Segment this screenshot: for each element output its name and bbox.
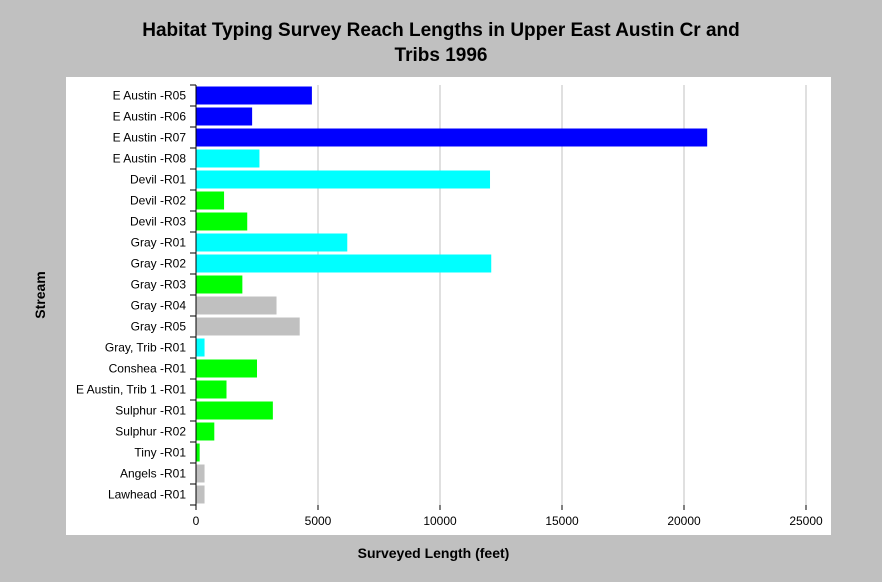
y-axis-label: Stream	[32, 271, 48, 318]
bar-4	[196, 170, 491, 189]
x-tick-label-0: 0	[193, 514, 200, 528]
y-tick-label-3: E Austin -R08	[113, 152, 187, 166]
x-tick-label-4: 20000	[667, 514, 701, 528]
bar-12	[196, 338, 205, 357]
bar-10	[196, 296, 277, 315]
bar-17	[196, 443, 200, 462]
chart-title: Habitat Typing Survey Reach Lengths in U…	[0, 18, 882, 68]
x-axis: 0 5000 10000 15000 20000 25000	[193, 505, 823, 528]
y-tick-label-17: Tiny -R01	[134, 446, 186, 460]
y-tick-label-7: Gray -R01	[131, 236, 187, 250]
x-tick-label-2: 10000	[423, 514, 457, 528]
x-tick-label-1: 5000	[305, 514, 332, 528]
bar-19	[196, 485, 205, 504]
y-tick-label-5: Devil -R02	[130, 194, 186, 208]
bar-7	[196, 233, 348, 252]
bar-3	[196, 149, 260, 168]
bar-18	[196, 464, 205, 483]
y-tick-label-19: Lawhead -R01	[108, 488, 186, 502]
x-axis-label: Surveyed Length (feet)	[358, 545, 510, 561]
y-tick-label-14: E Austin, Trib 1 -R01	[76, 383, 186, 397]
gridlines	[317, 85, 807, 505]
x-tick-label-5: 25000	[789, 514, 823, 528]
y-tick-label-8: Gray -R02	[131, 257, 187, 271]
plot-area-outer	[66, 77, 831, 535]
y-tick-label-9: Gray -R03	[131, 278, 187, 292]
y-tick-label-13: Conshea -R01	[109, 362, 187, 376]
y-tick-label-6: Devil -R03	[130, 215, 186, 229]
x-tick-label-3: 15000	[545, 514, 579, 528]
y-tick-label-16: Sulphur -R02	[115, 425, 186, 439]
bar-1	[196, 107, 253, 126]
bar-11	[196, 317, 300, 336]
bar-9	[196, 275, 243, 294]
chart-title-line-2: Tribs 1996	[394, 45, 488, 66]
bar-6	[196, 212, 248, 231]
y-tick-label-18: Angels -R01	[120, 467, 186, 481]
y-tick-label-15: Sulphur -R01	[115, 404, 186, 418]
y-tick-label-1: E Austin -R06	[113, 110, 187, 124]
bar-13	[196, 359, 257, 378]
bar-16	[196, 422, 215, 441]
y-tick-label-4: Devil -R01	[130, 173, 186, 187]
y-tick-label-0: E Austin -R05	[113, 89, 187, 103]
bar-2	[196, 128, 708, 147]
bar-8	[196, 254, 492, 273]
y-tick-label-12: Gray, Trib -R01	[105, 341, 186, 355]
bar-14	[196, 380, 227, 399]
y-tick-label-2: E Austin -R07	[113, 131, 187, 145]
bars	[196, 86, 708, 504]
y-tick-label-11: Gray -R05	[131, 320, 187, 334]
bar-15	[196, 401, 273, 420]
y-tick-label-10: Gray -R04	[131, 299, 187, 313]
bar-0	[196, 86, 312, 105]
chart-title-line-1: Habitat Typing Survey Reach Lengths in U…	[142, 20, 740, 41]
y-axis: E Austin -R05 E Austin -R06 E Austin -R07 E…	[76, 84, 197, 506]
bar-5	[196, 191, 225, 210]
